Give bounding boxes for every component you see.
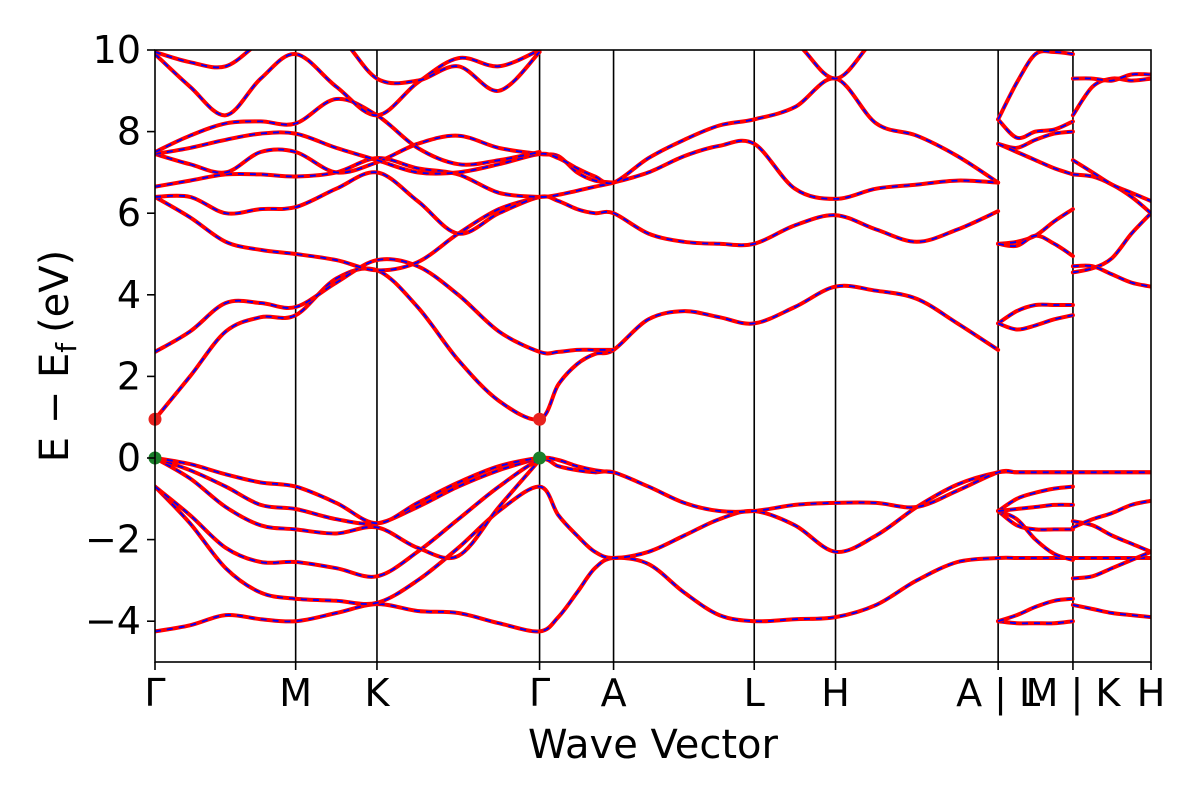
y-axis-label-subscript: f xyxy=(50,342,83,353)
band-line xyxy=(1070,498,1151,530)
band-line xyxy=(996,233,1075,258)
x-axis-label: Wave Vector xyxy=(528,722,779,768)
band-line-dashed xyxy=(997,303,1073,325)
band-line-dashed xyxy=(1072,550,1151,580)
x-tick-label: L xyxy=(744,671,765,715)
y-tick-label: 4 xyxy=(117,273,141,317)
band-line-dashed xyxy=(155,98,540,166)
y-tick-label: 10 xyxy=(93,28,141,72)
band-line xyxy=(1070,519,1151,554)
band-line-dashed xyxy=(802,50,866,80)
band-line-dashed xyxy=(997,510,1074,561)
y-axis-label-main: E − E xyxy=(32,353,78,463)
band-line xyxy=(155,266,1001,422)
band-line xyxy=(996,207,1075,246)
band-line xyxy=(1070,211,1151,275)
band-line-dashed xyxy=(997,234,1074,257)
x-axis-ticks: Γ M K Γ A L H A | LM | K H xyxy=(144,662,1165,716)
x-tick-label: Γ xyxy=(144,671,165,715)
band-line-dashed xyxy=(997,314,1074,331)
x-tick-label: Γ xyxy=(529,671,550,715)
band-line-dashed xyxy=(1072,73,1151,82)
band-line-dashed xyxy=(1072,212,1151,274)
y-tick-label: −2 xyxy=(85,518,141,562)
band-line-dashed xyxy=(155,134,614,184)
plot-frame xyxy=(154,49,1152,663)
y-axis-label-unit: (eV) xyxy=(32,250,78,333)
band-line-dashed xyxy=(997,50,1074,120)
band-line-dashed xyxy=(155,139,999,200)
y-tick-label: −4 xyxy=(85,599,141,643)
band-line-dashed xyxy=(1072,604,1151,618)
band-edge-markers xyxy=(148,412,547,465)
band-line xyxy=(996,302,1075,326)
band-line-dashed xyxy=(1072,77,1151,116)
band-line-dashed xyxy=(997,142,1074,176)
band-line xyxy=(1070,602,1151,620)
band-line xyxy=(996,596,1075,624)
band-line-dashed xyxy=(155,556,1151,633)
band-line xyxy=(1070,76,1151,118)
band-line-dashed xyxy=(1072,173,1151,214)
x-tick-label: M | K xyxy=(1026,671,1122,716)
band-line xyxy=(155,456,542,526)
x-tick-label: H xyxy=(1137,671,1166,715)
band-line-dashed xyxy=(1072,499,1151,529)
band-line-dashed xyxy=(155,456,614,525)
band-line-dashed xyxy=(155,171,999,247)
band-line-dashed xyxy=(155,258,614,355)
y-tick-label: 0 xyxy=(117,436,141,480)
band-line xyxy=(155,50,542,93)
x-tick-label: M xyxy=(279,671,312,715)
band-line-dashed xyxy=(155,50,540,117)
y-tick-label: 6 xyxy=(117,191,141,235)
y-tick-label: 8 xyxy=(117,110,141,154)
band-line-dashed xyxy=(155,458,1151,578)
band-line-dashed xyxy=(155,267,999,421)
x-tick-label: A xyxy=(601,671,627,715)
band-edge-marker xyxy=(533,451,547,465)
band-line xyxy=(996,117,1075,141)
band-line-dashed xyxy=(155,470,1151,605)
band-line-dashed xyxy=(997,510,1073,531)
band-line-dashed xyxy=(1072,264,1151,288)
band-edge-marker xyxy=(533,412,547,426)
band-line xyxy=(155,170,1001,248)
band-line-dashed xyxy=(1072,159,1151,202)
x-tick-label: H xyxy=(821,671,850,715)
x-tick-label: A | L xyxy=(956,671,1040,716)
band-lines xyxy=(155,50,1151,634)
y-axis-ticks: −4 −2 0 2 4 6 8 10 xyxy=(85,28,155,643)
band-line xyxy=(1070,549,1151,581)
band-line-dashed xyxy=(997,485,1073,512)
y-axis-label: E − Ef (eV) xyxy=(32,250,83,463)
x-tick-label: K xyxy=(365,671,391,715)
band-line xyxy=(1070,172,1151,216)
y-tick-label: 2 xyxy=(117,354,141,398)
band-line xyxy=(996,50,1075,122)
band-line-dashed xyxy=(155,457,541,560)
band-line-dashed xyxy=(155,50,541,92)
band-line-dashed xyxy=(998,620,1073,625)
band-line-dashed xyxy=(155,196,540,272)
band-line-dashed xyxy=(998,503,1073,512)
band-line-dashed xyxy=(155,457,540,525)
band-line-dashed xyxy=(997,597,1073,623)
band-line xyxy=(1070,158,1151,203)
